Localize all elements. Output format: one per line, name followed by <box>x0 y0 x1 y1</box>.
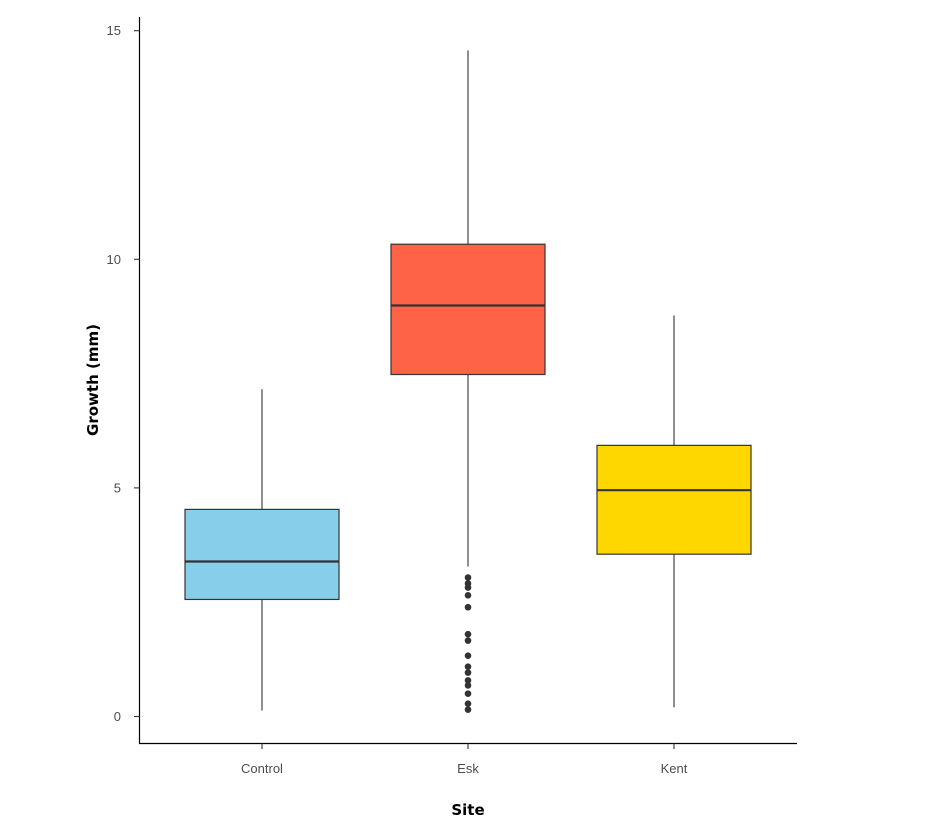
x-tick-label-kent: Kent <box>661 761 688 776</box>
box-kent <box>596 315 752 708</box>
y-axis-title: Growth (mm) <box>84 324 102 436</box>
outlier-point <box>464 592 472 599</box>
x-tick-label-control: Control <box>241 761 283 776</box>
outlier-point <box>464 630 472 638</box>
outlier-point <box>464 574 472 581</box>
x-tick-label-esk: Esk <box>457 761 479 776</box>
outlier-point <box>464 700 472 707</box>
y-tick-label: 0 <box>114 709 121 724</box>
axes: 0 5 10 15 Control Esk Kent <box>107 17 797 776</box>
box-control <box>184 389 340 711</box>
y-tick-label: 5 <box>114 480 121 495</box>
outlier-point <box>464 669 472 676</box>
outlier-point <box>464 706 472 713</box>
box-esk <box>390 50 546 713</box>
outlier-point <box>464 682 472 689</box>
iqr-box <box>596 444 752 555</box>
outlier-point <box>464 677 472 684</box>
iqr-box <box>184 508 340 601</box>
x-axis-title: Site <box>451 801 484 819</box>
outlier-point <box>464 584 472 591</box>
iqr-box <box>390 243 546 376</box>
y-tick-label: 15 <box>107 23 121 38</box>
outlier-point <box>464 652 472 659</box>
plot-area <box>184 50 752 713</box>
outlier-point <box>464 663 472 670</box>
outlier-point <box>464 603 472 611</box>
outlier-point <box>464 690 472 697</box>
outlier-point <box>464 637 472 644</box>
y-tick-label: 10 <box>107 252 121 267</box>
